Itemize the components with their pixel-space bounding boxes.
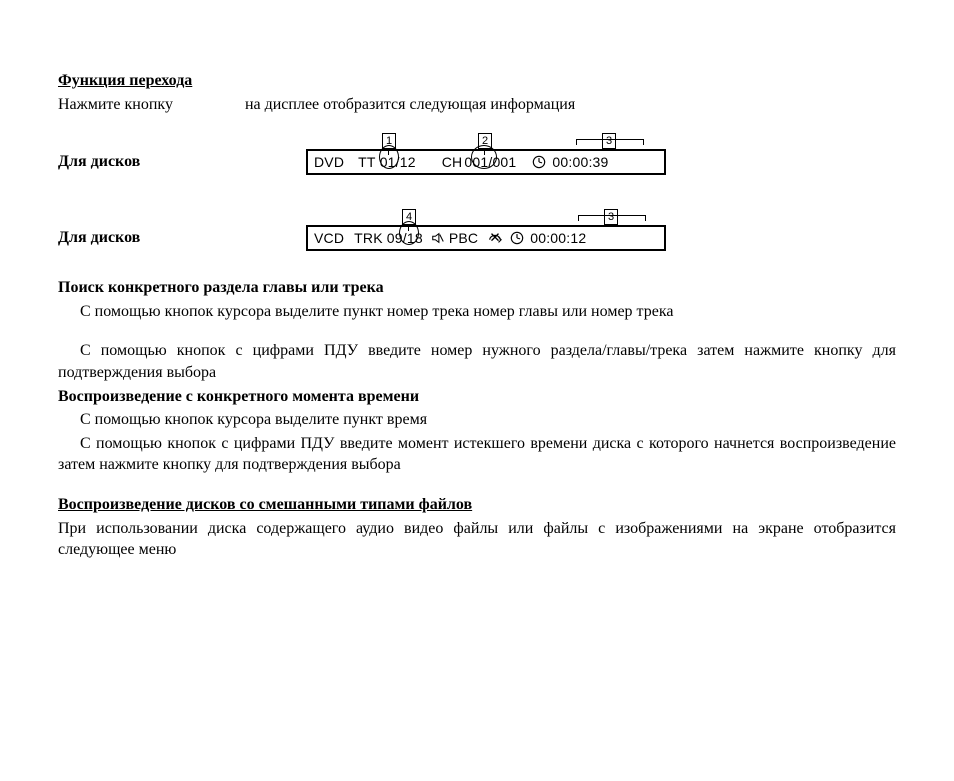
dvd-time: 00:00:39 — [552, 154, 608, 170]
dvd-bar: DVD TT 01 / 12 CH 001 / 001 — [306, 149, 666, 175]
p1: С помощью кнопок курсора выделите пункт … — [58, 301, 896, 323]
heading-mixed: Воспроизведение дисков со смешанными тип… — [58, 494, 896, 516]
callout-num-4: 4 — [402, 209, 416, 225]
heading-transition: Функция перехода — [58, 70, 896, 92]
dvd-tt-label: TT — [358, 154, 376, 170]
mute-icon — [431, 231, 445, 245]
dvd-row: Для дисков 1 2 — [58, 123, 896, 175]
dvd-disks-label: Для дисков — [58, 153, 306, 175]
clock-icon — [510, 231, 524, 245]
heading-playback-time: Воспроизведение с конкретного момента вр… — [58, 386, 896, 408]
dvd-ch-tot: 001 — [492, 154, 516, 170]
vcd-disks-label: Для дисков — [58, 229, 306, 251]
vcd-trk-label: TRK — [354, 230, 383, 246]
dvd-tt-tot: 12 — [400, 154, 416, 170]
heading-search: Поиск конкретного раздела главы или трек… — [58, 277, 896, 299]
vcd-time: 00:00:12 — [530, 230, 586, 246]
p4: С помощью кнопок с цифрами ПДУ введите м… — [58, 433, 896, 476]
repeat-off-icon — [486, 231, 504, 245]
dvd-tt-cur: 01 — [380, 154, 396, 170]
vcd-type: VCD — [314, 230, 344, 246]
p5: При использовании диска содержащего ауди… — [58, 518, 896, 561]
dvd-ch-cur: 001 — [464, 154, 488, 170]
vcd-display: 4 3 VCD TRK 09 / 18 — [306, 199, 666, 251]
callout-num-1: 1 — [382, 133, 396, 149]
dvd-display: 1 2 3 DVD — [306, 123, 666, 175]
vcd-pbc: PBC — [449, 230, 478, 246]
p3: С помощью кнопок курсора выделите пункт … — [58, 409, 896, 431]
press-button-a: Нажмите кнопку — [58, 96, 173, 113]
dvd-callouts: 1 2 3 — [306, 123, 666, 149]
vcd-bar: VCD TRK 09 / 18 PBC — [306, 225, 666, 251]
p2: С помощью кнопок с цифрами ПДУ введите н… — [58, 340, 896, 383]
press-button-line: Нажмите кнопку на дисплее отобразится сл… — [58, 94, 896, 116]
press-button-b: на дисплее отобразится следующая информа… — [245, 96, 575, 113]
dvd-ch-label: CH — [442, 154, 463, 170]
vcd-callouts: 4 3 — [306, 199, 666, 225]
clock-icon — [532, 155, 546, 169]
vcd-trk-cur: 09 — [387, 230, 403, 246]
vcd-trk-tot: 18 — [407, 230, 423, 246]
callout-num-2: 2 — [478, 133, 492, 149]
vcd-row: Для дисков 4 3 VCD — [58, 199, 896, 251]
dvd-type: DVD — [314, 154, 344, 170]
